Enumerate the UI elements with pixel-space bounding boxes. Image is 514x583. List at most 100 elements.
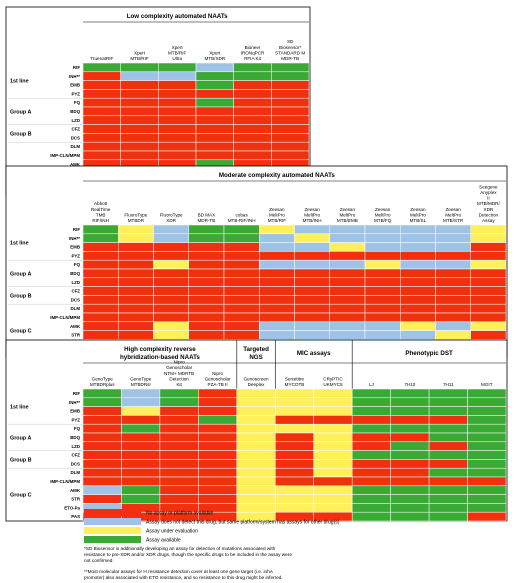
legend-label: No assay or platform available bbox=[146, 510, 213, 516]
drug-label: INH** bbox=[69, 400, 80, 405]
drug-label: EMB bbox=[70, 409, 80, 414]
matrix-cell bbox=[82, 106, 121, 117]
matrix-cell bbox=[198, 432, 238, 443]
drug-label: INH** bbox=[69, 74, 80, 79]
matrix-cell bbox=[467, 459, 507, 469]
matrix-cell bbox=[158, 141, 197, 152]
matrix-cell bbox=[118, 224, 154, 235]
matrix-cell bbox=[467, 485, 507, 495]
matrix-cell bbox=[236, 459, 276, 469]
column-header: Genoscreen Deeplex bbox=[244, 376, 269, 387]
column-header: Zeesan MeltPro MTB/RIF bbox=[268, 207, 287, 223]
matrix-cell bbox=[428, 485, 468, 495]
column-header: Sensititre MYCOTB bbox=[285, 376, 305, 387]
column-header: Bioneer IRONqPCR RFIA Kit bbox=[241, 45, 265, 61]
matrix-cell bbox=[118, 312, 154, 323]
matrix-cell bbox=[198, 485, 238, 495]
matrix-cell bbox=[198, 441, 238, 451]
panel-high: High complexity reverse hybridization-bas… bbox=[5, 339, 508, 522]
drug-label: CFZ bbox=[71, 289, 80, 294]
matrix-cell bbox=[313, 494, 353, 504]
matrix-cell bbox=[400, 224, 436, 235]
matrix-cell bbox=[82, 450, 122, 460]
matrix-cell bbox=[400, 303, 436, 314]
matrix-cell bbox=[233, 62, 272, 73]
matrix-cell bbox=[364, 277, 401, 287]
matrix-cell bbox=[294, 259, 330, 270]
column-header: 7H11 bbox=[443, 382, 454, 387]
drug-label: STR bbox=[71, 497, 81, 502]
matrix-cell bbox=[329, 251, 366, 261]
matrix-cell bbox=[275, 467, 314, 478]
matrix-cell bbox=[159, 459, 199, 469]
matrix-cell bbox=[153, 303, 189, 314]
matrix-cell bbox=[158, 89, 197, 99]
matrix-cell bbox=[467, 441, 507, 451]
matrix-cell bbox=[82, 441, 122, 451]
group-label: Group A bbox=[10, 435, 31, 441]
matrix-cell bbox=[82, 259, 119, 270]
matrix-cell bbox=[195, 89, 234, 99]
matrix-cell bbox=[428, 494, 468, 504]
matrix-cell bbox=[82, 286, 119, 296]
matrix-cell bbox=[428, 476, 468, 487]
matrix-cell bbox=[195, 124, 234, 134]
matrix-cell bbox=[195, 150, 234, 161]
matrix-cell bbox=[275, 485, 314, 495]
column-header: Zeesan MeltPro MTB/STR bbox=[443, 207, 464, 223]
matrix-cell bbox=[467, 476, 507, 487]
matrix-cell bbox=[118, 330, 154, 340]
matrix-cell bbox=[470, 286, 507, 296]
matrix-cell bbox=[118, 303, 154, 314]
matrix-cell bbox=[198, 467, 238, 478]
matrix-cell bbox=[195, 133, 234, 143]
group-label: 1st line bbox=[10, 79, 29, 85]
matrix-cell bbox=[195, 115, 234, 125]
matrix-cell bbox=[390, 397, 430, 407]
matrix-cell bbox=[118, 268, 154, 279]
drug-label: CFZ bbox=[71, 453, 80, 458]
matrix-cell bbox=[435, 277, 471, 287]
matrix-cell bbox=[236, 423, 276, 434]
drug-label: BDQ bbox=[70, 109, 80, 114]
matrix-cell bbox=[120, 141, 159, 152]
matrix-cell bbox=[82, 467, 122, 478]
matrix-cell bbox=[390, 423, 430, 434]
matrix-cell bbox=[435, 251, 471, 261]
matrix-cell bbox=[313, 485, 353, 495]
matrix-cell bbox=[400, 330, 436, 340]
matrix-cell bbox=[82, 485, 122, 495]
matrix-cell bbox=[351, 476, 391, 487]
matrix-cell bbox=[470, 303, 507, 314]
matrix-cell bbox=[470, 224, 507, 235]
matrix-cell bbox=[153, 312, 189, 323]
matrix-cell bbox=[400, 259, 436, 270]
matrix-cell bbox=[236, 476, 276, 487]
matrix-cell bbox=[329, 242, 366, 252]
matrix-cell bbox=[223, 303, 260, 314]
matrix-cell bbox=[428, 388, 468, 399]
matrix-cell bbox=[467, 511, 507, 522]
group-label: 1st line bbox=[10, 241, 29, 247]
column-header: Abbott RealTime TMB RIF/INH bbox=[91, 201, 111, 223]
column-header: Nipro Genoscholar PZA-TB II bbox=[205, 371, 232, 387]
legend-label: Assay available bbox=[146, 537, 181, 543]
matrix-cell bbox=[120, 89, 159, 99]
matrix-cell bbox=[364, 295, 401, 305]
matrix-cell bbox=[390, 441, 430, 451]
matrix-cell bbox=[329, 233, 366, 243]
matrix-cell bbox=[236, 485, 276, 495]
matrix-cell bbox=[159, 388, 199, 399]
matrix-cell bbox=[223, 251, 260, 261]
matrix-cell bbox=[275, 441, 314, 451]
legend-swatch bbox=[84, 536, 141, 543]
group-label: 1st line bbox=[10, 405, 29, 411]
matrix-cell bbox=[198, 397, 238, 407]
matrix-cell bbox=[195, 80, 234, 90]
section-header: High complexity reverse hybridization-bas… bbox=[120, 346, 200, 361]
matrix-cell bbox=[435, 330, 471, 340]
matrix-cell bbox=[82, 224, 119, 235]
matrix-cell bbox=[223, 321, 260, 331]
column-header: SD Biosensor* STANDARD M MDR-TB bbox=[275, 39, 305, 61]
matrix-cell bbox=[470, 259, 507, 270]
